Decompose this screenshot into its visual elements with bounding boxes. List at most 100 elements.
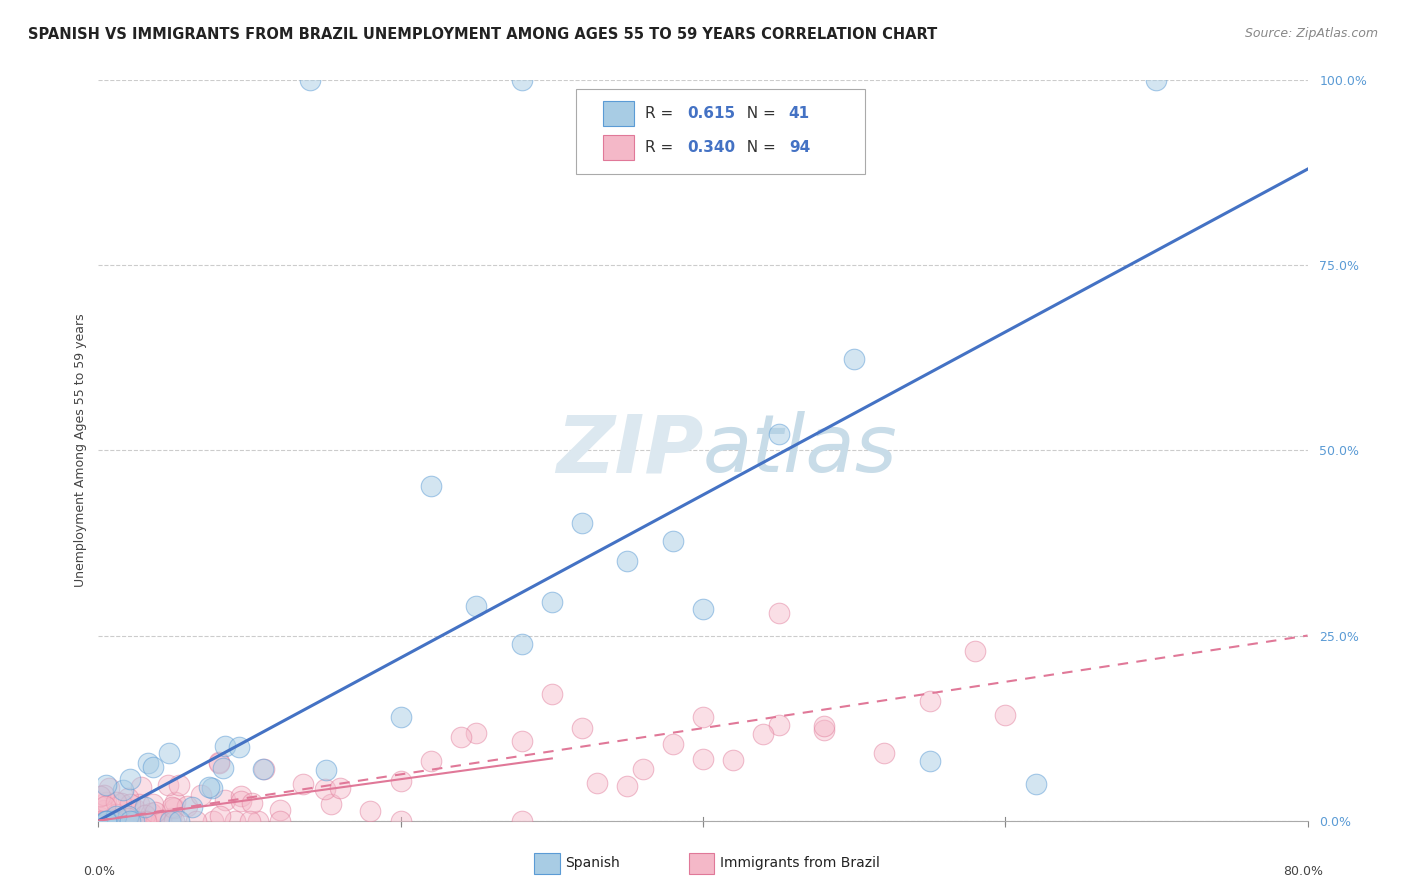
Point <box>661 533 683 548</box>
Point <box>768 718 790 732</box>
Point <box>104 808 127 822</box>
Point <box>314 781 336 796</box>
Point <box>163 814 186 828</box>
Point <box>571 516 593 530</box>
Point <box>110 796 132 810</box>
Point <box>112 783 135 797</box>
Point <box>918 755 941 769</box>
Point <box>98 814 121 828</box>
Point <box>156 778 179 792</box>
Text: atlas: atlas <box>703 411 898 490</box>
Point <box>240 796 263 810</box>
Point <box>103 814 125 828</box>
Point <box>134 808 156 822</box>
Point <box>160 800 183 814</box>
Point <box>231 794 253 808</box>
Point <box>360 805 382 819</box>
Point <box>129 780 152 794</box>
Point <box>661 737 683 751</box>
Point <box>94 814 117 828</box>
Point <box>813 718 835 732</box>
Point <box>631 762 654 776</box>
Point <box>163 796 186 810</box>
Point <box>103 813 125 827</box>
Point <box>510 637 533 651</box>
Text: 0.340: 0.340 <box>688 140 735 154</box>
Y-axis label: Unemployment Among Ages 55 to 59 years: Unemployment Among Ages 55 to 59 years <box>75 314 87 587</box>
Point <box>184 814 207 828</box>
Text: N =: N = <box>737 106 780 120</box>
Point <box>224 814 246 828</box>
Point <box>329 780 352 795</box>
Point <box>134 799 156 814</box>
Point <box>465 599 488 613</box>
Point <box>692 752 714 766</box>
Point <box>101 814 124 828</box>
Point <box>723 753 745 767</box>
Point <box>208 756 231 771</box>
Point <box>89 814 111 828</box>
Point <box>142 797 165 812</box>
Point <box>1146 73 1168 87</box>
Point <box>844 351 866 366</box>
Point <box>190 788 212 802</box>
Text: 0.0%: 0.0% <box>83 865 115 878</box>
Point <box>214 793 236 807</box>
Point <box>389 814 412 828</box>
Point <box>120 772 142 786</box>
Point <box>768 607 790 621</box>
Point <box>117 811 139 825</box>
Point <box>176 799 198 814</box>
Point <box>163 801 186 815</box>
Point <box>90 814 112 828</box>
Point <box>208 808 231 822</box>
Point <box>160 811 183 825</box>
Point <box>918 693 941 707</box>
Point <box>93 814 115 828</box>
Point <box>96 814 118 828</box>
Point <box>103 814 125 828</box>
Point <box>319 797 342 811</box>
Point <box>768 426 790 441</box>
Point <box>150 814 173 828</box>
Point <box>105 807 128 822</box>
Point <box>510 734 533 748</box>
Text: R =: R = <box>645 140 679 154</box>
Point <box>103 814 125 828</box>
Point <box>1024 776 1046 791</box>
Point <box>169 778 191 792</box>
Point <box>124 802 146 816</box>
Point <box>292 777 315 791</box>
Point <box>510 814 533 828</box>
Text: Source: ZipAtlas.com: Source: ZipAtlas.com <box>1244 27 1378 40</box>
Text: 0.615: 0.615 <box>688 106 735 120</box>
Point <box>93 788 115 802</box>
Point <box>571 721 593 735</box>
Point <box>118 814 141 828</box>
Point <box>202 814 225 828</box>
Point <box>214 739 236 754</box>
Point <box>586 776 609 790</box>
Point <box>692 709 714 723</box>
Point <box>135 814 157 828</box>
Point <box>120 797 142 812</box>
Point <box>299 73 322 87</box>
Point <box>616 554 638 568</box>
Point <box>247 814 270 828</box>
Text: SPANISH VS IMMIGRANTS FROM BRAZIL UNEMPLOYMENT AMONG AGES 55 TO 59 YEARS CORRELA: SPANISH VS IMMIGRANTS FROM BRAZIL UNEMPL… <box>28 27 938 42</box>
Point <box>136 756 159 770</box>
Point <box>103 814 125 828</box>
Point <box>117 809 139 823</box>
Point <box>616 779 638 793</box>
Point <box>269 803 291 817</box>
Point <box>420 754 443 768</box>
Point <box>145 805 167 819</box>
Point <box>93 803 115 817</box>
Point <box>104 814 127 828</box>
Text: 80.0%: 80.0% <box>1282 865 1323 878</box>
Text: ZIP: ZIP <box>555 411 703 490</box>
Point <box>94 814 117 828</box>
Point <box>239 814 262 828</box>
Point <box>101 814 124 828</box>
Point <box>180 799 202 814</box>
